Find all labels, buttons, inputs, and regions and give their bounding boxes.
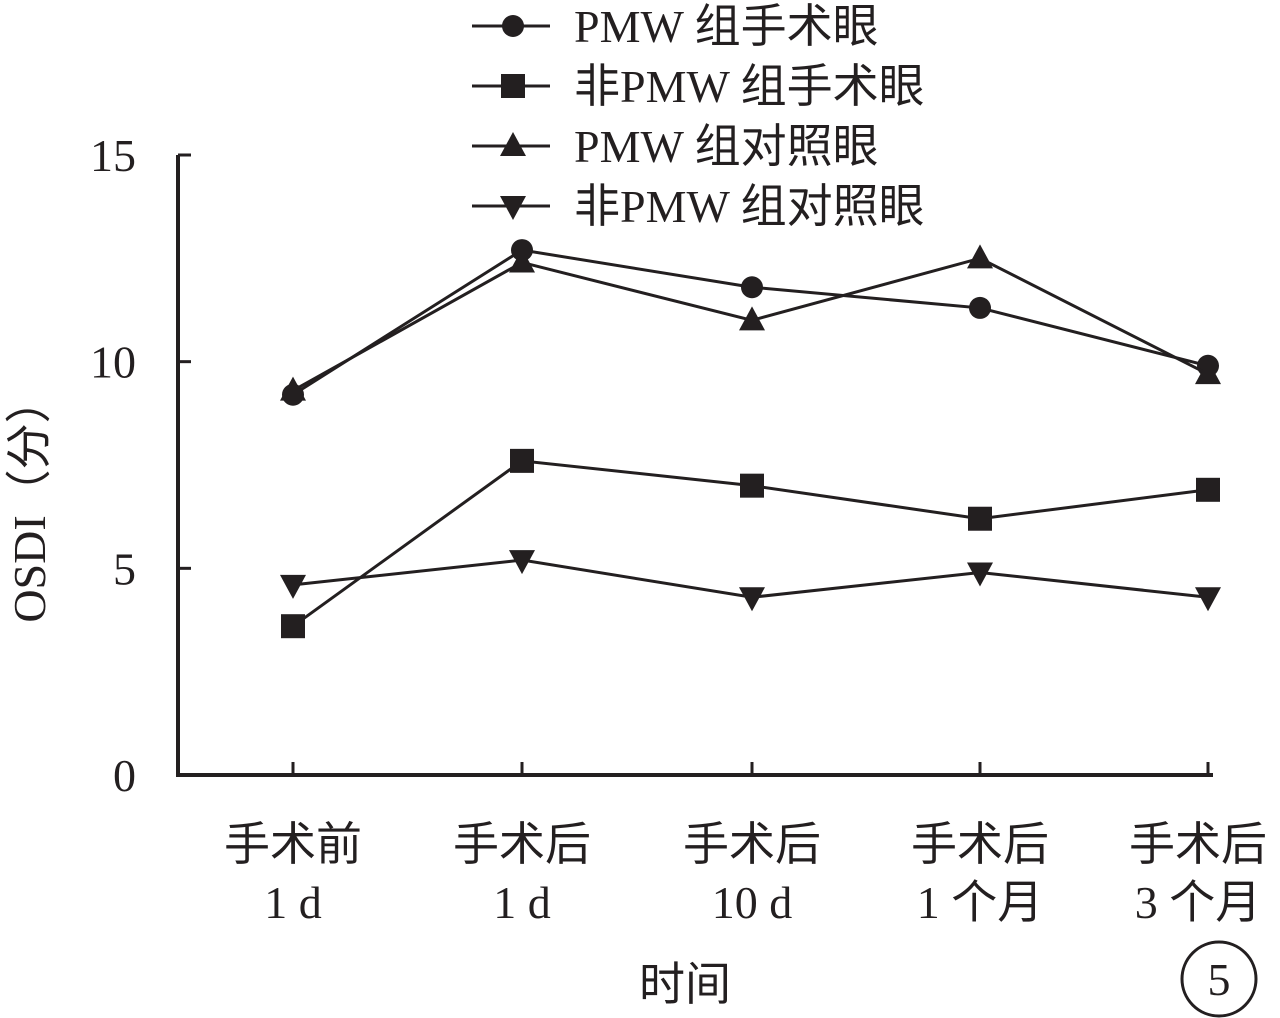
panel-label-text: 5 (1208, 954, 1231, 1005)
x-tick-label: 手术前 (224, 819, 362, 870)
series-group (280, 239, 1221, 639)
data-point (740, 473, 764, 498)
legend-item: PMW 组手术眼 (472, 1, 879, 52)
data-point (509, 248, 535, 273)
panel-label: 5 (1180, 940, 1258, 1018)
x-tick-label: 1 个月 (917, 877, 1044, 928)
y-axis: 0 5 10 15 (90, 130, 191, 801)
x-tick-label: 手术后 (1129, 819, 1267, 870)
data-point (1195, 360, 1221, 385)
x-tick-label: 手术后 (683, 819, 821, 870)
x-tick-label: 手术后 (911, 819, 1049, 870)
x-tick-label: 1 d (493, 877, 551, 928)
legend-item: 非PMW 组对照眼 (472, 181, 925, 232)
data-point (1195, 587, 1221, 612)
y-tick-label: 5 (113, 543, 136, 594)
legend-item: 非PMW 组手术眼 (472, 61, 925, 112)
y-tick-label: 15 (90, 130, 136, 181)
series-triangle-down (280, 550, 1221, 612)
data-point (967, 562, 993, 587)
data-point (280, 574, 306, 599)
x-tick-label: 手术后 (453, 819, 591, 870)
x-axis: 手术前 1 d 手术后 1 d 手术后 10 d 手术后 1 个月 手术后 3 个月 (176, 762, 1267, 928)
y-tick-label: 0 (113, 750, 136, 801)
series-triangle-up (280, 244, 1221, 401)
data-point (967, 244, 993, 269)
legend-marker (502, 15, 524, 37)
data-point (509, 550, 535, 575)
data-point (280, 376, 306, 401)
legend-label: 非PMW 组对照眼 (574, 181, 925, 232)
x-axis-title: 时间 (639, 959, 731, 1010)
x-tick-label: 1 d (264, 877, 322, 928)
data-point (968, 506, 992, 531)
legend-label: PMW 组手术眼 (574, 1, 879, 52)
series-square (281, 448, 1220, 639)
legend-label: PMW 组对照眼 (574, 121, 879, 172)
x-tick-label: 3 个月 (1135, 877, 1262, 928)
data-point (281, 614, 305, 639)
data-point (1196, 477, 1220, 502)
data-point (969, 296, 991, 319)
y-tick-label: 10 (90, 337, 136, 388)
data-point (510, 448, 534, 473)
y-axis-title: OSDI（分） (4, 377, 55, 622)
panel-label-circle (1180, 940, 1258, 1018)
legend-item: PMW 组对照眼 (472, 121, 879, 172)
legend-marker (501, 74, 525, 98)
legend-label: 非PMW 组手术眼 (574, 61, 925, 112)
data-point (741, 276, 763, 299)
x-tick-label: 10 d (712, 877, 793, 928)
data-point (739, 306, 765, 331)
data-point (739, 587, 765, 612)
legend-marker (500, 196, 526, 220)
legend-marker (500, 132, 526, 156)
